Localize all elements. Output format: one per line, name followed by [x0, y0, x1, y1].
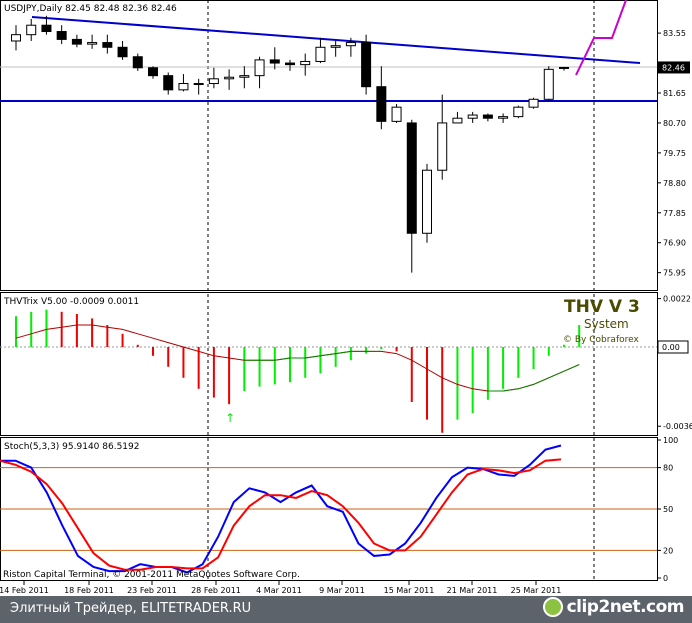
stoch-tick-label: 50: [663, 505, 673, 514]
footer-site-label[interactable]: Элитный Трейдер, ELITETRADER.RU: [10, 601, 252, 616]
price-tick-label: 83.55: [663, 29, 686, 38]
x-tick-label: 15 Mar 2011: [384, 586, 435, 595]
clip2net-brand[interactable]: clip2net.com: [542, 597, 685, 617]
thv-panel-frame: [0, 292, 658, 436]
thv-watermark-title: THV V 3: [564, 297, 640, 317]
price-panel-frame: [0, 0, 658, 291]
candle-body: [315, 46, 326, 62]
candle-body: [406, 122, 417, 234]
x-tick-label: 25 Mar 2011: [511, 586, 562, 595]
stoch-tick-label: 20: [663, 546, 673, 555]
candle-body: [528, 98, 539, 108]
terminal-copyright: Riston Capital Terminal, © 2001-2011 Met…: [3, 570, 300, 580]
clip2net-brand-text: clip2net.com: [566, 597, 685, 617]
x-tick-label: 28 Feb 2011: [191, 586, 241, 595]
stoch-tick-label: 80: [663, 464, 673, 473]
candle-body: [56, 31, 67, 40]
price-tick-label: 81.65: [663, 89, 686, 98]
stoch-main-line: [0, 444, 562, 574]
price-chart-title: USDJPY,Daily 82.45 82.48 82.36 82.46: [4, 4, 177, 14]
candle-body: [71, 38, 82, 45]
candle-body: [437, 122, 448, 171]
candle-body: [239, 75, 250, 78]
thv-signal-line-segment: [487, 364, 580, 392]
candle-body: [148, 67, 158, 77]
price-tick-label: 79.75: [663, 149, 686, 158]
candle-body: [11, 34, 21, 42]
price-tick-label: 80.70: [663, 119, 686, 128]
candle-body: [102, 42, 113, 48]
price-tick-label: 78.80: [663, 179, 686, 188]
thv-buy-arrow: ↑: [225, 411, 235, 425]
current-price-box: [658, 61, 690, 74]
stoch-tick-label: 0: [663, 574, 668, 583]
candle-body: [208, 78, 219, 85]
thv-tick-label: -0.0036: [663, 422, 692, 431]
thv-watermark-byline: © By Cobraforex: [563, 335, 639, 345]
current-price-label: 82.46: [662, 63, 685, 72]
x-tick-label: 21 Mar 2011: [447, 586, 498, 595]
candle-body: [163, 75, 174, 91]
candle-body: [132, 56, 143, 69]
price-tick-label: 75.95: [663, 269, 686, 278]
candle-body: [345, 42, 356, 47]
candle-body: [300, 60, 311, 66]
candle-body: [422, 169, 432, 234]
candle-body: [285, 62, 295, 66]
clip2net-logo-icon: [542, 597, 563, 617]
candle-body: [26, 24, 37, 36]
stoch-signal-line: [0, 458, 562, 571]
candle-body: [224, 76, 235, 80]
candle-body: [361, 42, 372, 88]
candle-body: [482, 114, 493, 119]
x-tick-label: 4 Mar 2011: [256, 586, 302, 595]
candle-body: [178, 83, 189, 91]
x-tick-label: 23 Feb 2011: [127, 586, 177, 595]
candle-body: [543, 68, 554, 100]
footer-bar: Элитный Трейдер, ELITETRADER.RU clip2net…: [0, 596, 692, 623]
thv-signal-line-segment: [244, 350, 382, 361]
candle-body: [452, 117, 463, 124]
candle-body: [498, 116, 509, 119]
chart-canvas: 83.55 81.65 80.70 79.75 78.80 77.85 76.90 75.95…: [0, 0, 692, 595]
candle-body: [513, 106, 524, 118]
candle-body: [193, 83, 204, 86]
candle-body: [330, 45, 341, 48]
thv-tick-label: 0.00: [662, 343, 680, 352]
candle-body: [391, 106, 402, 122]
x-tick-label: 9 Mar 2011: [319, 586, 365, 595]
candle-body: [467, 114, 478, 119]
candle-body: [376, 86, 387, 122]
forecast-line: [575, 0, 627, 76]
thv-zero-box: [657, 340, 689, 354]
candle-body: [559, 66, 569, 69]
candle-body: [87, 42, 98, 45]
thv-watermark-subtitle: System: [584, 317, 629, 331]
x-tick-label: 14 Feb 2011: [0, 586, 49, 595]
stoch-indicator-title: Stoch(5,3,3) 95.9140 86.5192: [4, 442, 139, 452]
candle-body: [117, 46, 128, 58]
candle-body: [254, 59, 265, 77]
upper-trendline: [31, 16, 641, 64]
candle-body: [41, 24, 52, 33]
x-tick-label: 18 Feb 2011: [64, 586, 114, 595]
price-tick-label: 76.90: [663, 239, 686, 248]
thv-indicator-title: THVTrix V5.00 -0.0009 0.0011: [3, 297, 139, 307]
candle-body: [269, 59, 280, 64]
stoch-tick-label: 100: [663, 436, 678, 445]
price-tick-label: 77.85: [663, 209, 686, 218]
thv-tick-label: 0.0022: [663, 295, 691, 304]
